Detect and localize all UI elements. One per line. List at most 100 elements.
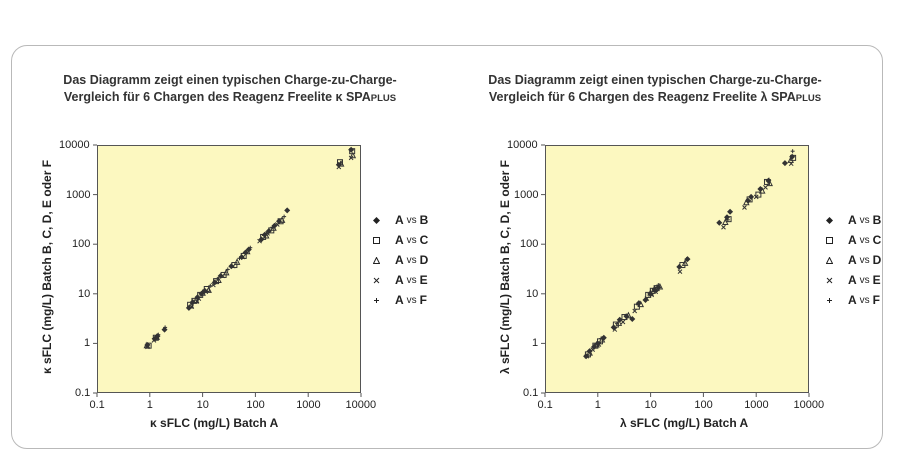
data-point-plus (156, 332, 161, 337)
data-point-x (644, 296, 650, 301)
legend-batch-a: A (395, 213, 404, 227)
data-point-plus (163, 325, 168, 330)
legend-vs: vs (406, 294, 417, 306)
legend-vs: vs (406, 254, 417, 266)
data-point-diamond (161, 326, 168, 333)
data-point-plus (767, 177, 772, 182)
data-point-plus (349, 148, 354, 153)
y-tick-label: 100 (520, 238, 539, 251)
x-tick-label: 10 (196, 399, 209, 411)
data-point-triangle (625, 311, 632, 319)
y-tick-label: 1000 (514, 188, 539, 201)
x-tick-label: 100 (246, 399, 265, 411)
y-tick-label: 100 (72, 238, 91, 251)
legend-batch-other: E (872, 273, 881, 287)
x-tick-label: 10000 (345, 399, 377, 411)
x-tick-label: 1000 (744, 399, 769, 411)
data-point-plus (636, 302, 641, 307)
data-point-diamond (724, 214, 731, 221)
data-point-triangle (153, 333, 160, 340)
data-point-x (240, 254, 246, 260)
data-point-diamond (727, 208, 734, 215)
legend-batch-a: A (395, 293, 404, 307)
x-tick-label: 100 (694, 399, 713, 411)
data-point-square (336, 159, 343, 166)
data-point-plus (790, 149, 795, 154)
data-point-triangle (787, 156, 794, 163)
data-point-x (742, 205, 747, 210)
data-point-triangle (593, 340, 600, 348)
data-point-square (621, 314, 628, 321)
data-point-triangle (349, 151, 357, 159)
data-point-plus (215, 276, 220, 281)
legend-batch-other: F (872, 293, 881, 307)
data-point-x (265, 231, 270, 236)
data-point-x (151, 338, 157, 343)
legend-batch-a: A (395, 273, 404, 287)
data-point-triangle (586, 349, 593, 356)
legend-batch-a: A (395, 233, 404, 247)
y-tick-label: 1000 (66, 188, 91, 201)
x-tick-label: 1 (146, 399, 153, 411)
legend-batch-other: E (419, 273, 428, 287)
data-point-plus (201, 289, 206, 294)
data-point-plus (651, 286, 656, 291)
square-marker-icon (373, 234, 395, 246)
data-point-square (725, 216, 732, 223)
kappa-chart-title: Das Diagramm zeigt einen typischen Charg… (20, 72, 440, 107)
data-point-plus (248, 245, 253, 250)
data-point-triangle (766, 179, 773, 187)
data-point-x (596, 342, 602, 347)
lambda-title-line2: Vergleich für 6 Chargen des Reagenz Free… (445, 89, 865, 107)
legend-vs: vs (859, 214, 870, 226)
kappa-x-axis-label: κ sFLC (mg/L) Batch A (150, 416, 279, 430)
data-point-plus (656, 283, 661, 288)
data-point-x (763, 184, 768, 190)
data-point-square (746, 196, 753, 203)
data-point-square (260, 233, 267, 240)
legend-batch-other: F (419, 293, 428, 307)
data-point-triangle (278, 216, 286, 223)
legend-vs: vs (406, 274, 417, 286)
legend-batch-a: A (395, 253, 404, 267)
data-point-plus (586, 349, 591, 354)
triangle-marker-icon (372, 254, 395, 266)
data-point-plus (196, 295, 201, 300)
data-point-plus (592, 343, 597, 348)
x-tick-label: 1 (594, 399, 601, 411)
kappa-title-line2-prefix: Vergleich für 6 Chargen des Reagenz Free… (63, 90, 371, 104)
legend-batch-a: A (848, 293, 857, 307)
data-point-plus (145, 342, 150, 347)
y-tick-label: 10000 (507, 139, 538, 151)
plus-marker-icon (373, 294, 395, 306)
legend-vs: vs (859, 254, 870, 266)
data-point-x (274, 222, 280, 227)
data-point-triangle (222, 268, 230, 276)
kappa-title-line2: Vergleich für 6 Chargen des Reagenz Free… (20, 89, 440, 107)
legend-batch-other: B (872, 213, 882, 227)
legend-batch-a: A (848, 273, 857, 287)
data-point-plus (599, 336, 604, 341)
lambda-title-line1: Das Diagramm zeigt einen typischen Charg… (488, 73, 822, 87)
legend-vs: vs (406, 234, 417, 246)
data-point-triangle (637, 300, 645, 308)
data-point-x (677, 269, 683, 274)
data-point-plus (225, 267, 230, 272)
data-point-plus (725, 217, 730, 222)
data-point-diamond (676, 263, 683, 270)
data-point-x (632, 308, 638, 314)
y-tick-label: 0.1 (523, 387, 539, 399)
data-point-triangle (337, 160, 345, 167)
data-point-x (336, 164, 342, 170)
data-point-x (203, 289, 209, 295)
data-point-square (755, 191, 762, 198)
data-point-x (753, 194, 759, 200)
diamond-marker-icon (373, 214, 395, 226)
